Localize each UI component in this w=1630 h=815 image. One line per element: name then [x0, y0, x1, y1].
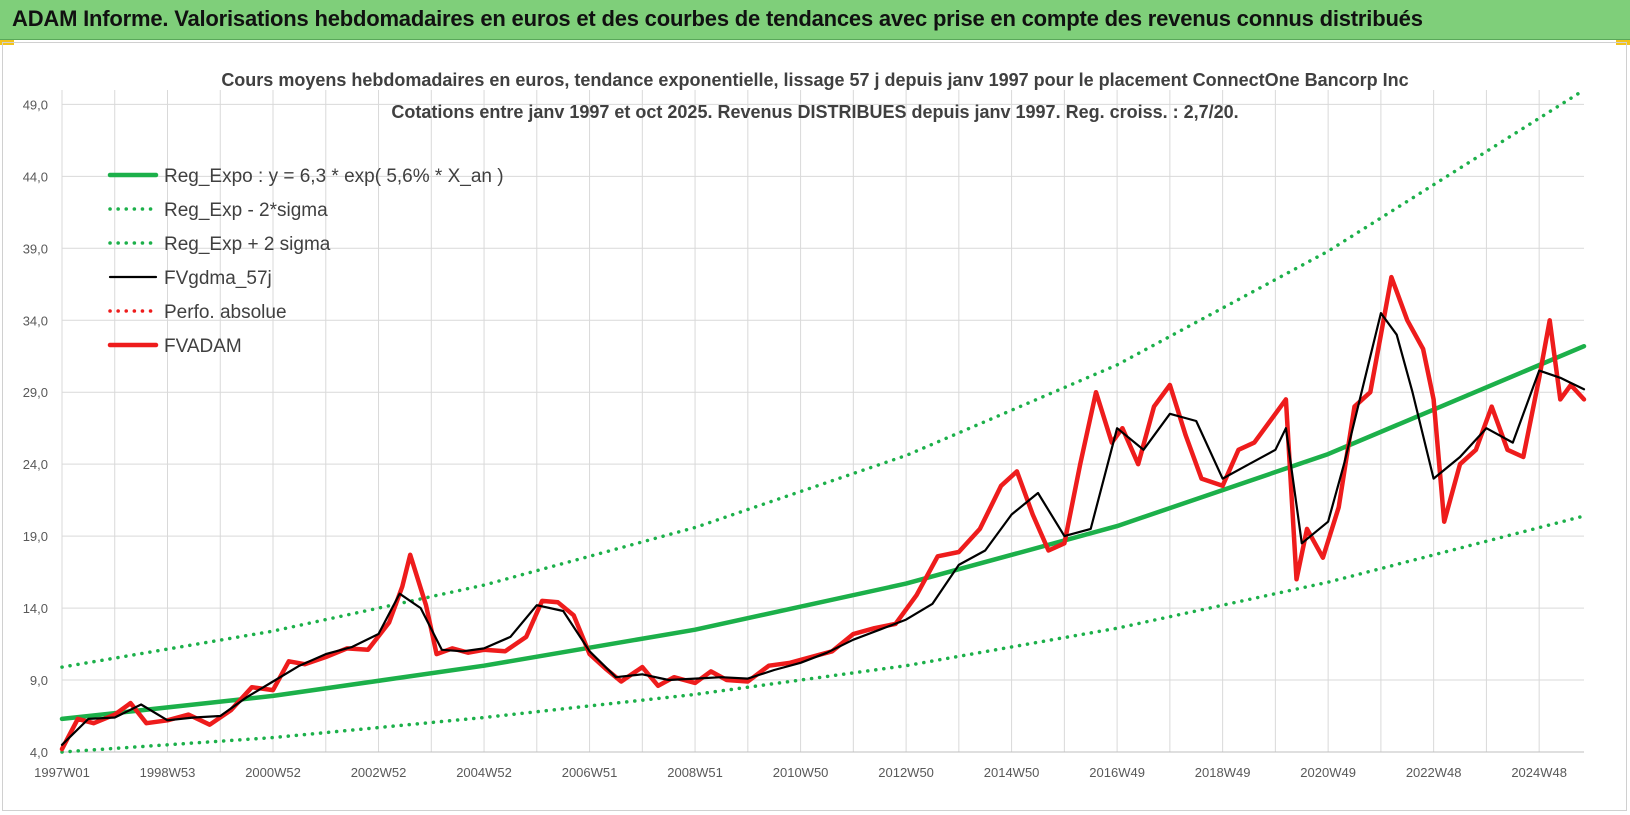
x-tick-label: 2024W48 — [1511, 765, 1567, 780]
y-tick-label: 49,0 — [23, 97, 48, 112]
x-tick-label: 2008W51 — [667, 765, 723, 780]
x-tick-label: 1997W01 — [34, 765, 90, 780]
y-tick-label: 34,0 — [23, 313, 48, 328]
x-tick-label: 2006W51 — [562, 765, 618, 780]
y-tick-label: 44,0 — [23, 169, 48, 184]
x-tick-label: 2016W49 — [1089, 765, 1145, 780]
series-line — [60, 312, 1586, 746]
x-tick-label: 2000W52 — [245, 765, 301, 780]
y-tick-label: 29,0 — [23, 385, 48, 400]
x-tick-label: 2014W50 — [984, 765, 1040, 780]
y-tick-label: 4,0 — [30, 745, 48, 760]
legend-label: FVADAM — [164, 336, 242, 357]
legend-label: FVgdma_57j — [164, 268, 272, 289]
legend-label: Perfo. absolue — [164, 302, 287, 323]
legend-label: Reg_Exp + 2 sigma — [164, 234, 331, 255]
x-tick-label: 1998W53 — [140, 765, 196, 780]
x-tick-label: 2004W52 — [456, 765, 512, 780]
legend-label: Reg_Expo : y = 6,3 * exp( 5,6% * X_an ) — [164, 166, 504, 187]
y-tick-label: 14,0 — [23, 601, 48, 616]
x-tick-label: 2020W49 — [1300, 765, 1356, 780]
x-tick-label: 2012W50 — [878, 765, 934, 780]
series-line — [60, 514, 1586, 754]
y-tick-label: 19,0 — [23, 529, 48, 544]
x-tick-label: 2002W52 — [351, 765, 407, 780]
chart-title-line: Cours moyens hebdomadaires en euros, ten… — [221, 70, 1408, 90]
series-line — [59, 274, 1587, 752]
report-banner-title: ADAM Informe. Valorisations hebdomadaire… — [12, 6, 1423, 31]
x-tick-label: 2018W49 — [1195, 765, 1251, 780]
legend-label: Reg_Exp - 2*sigma — [164, 200, 328, 221]
x-tick-label: 2010W50 — [773, 765, 829, 780]
y-tick-label: 24,0 — [23, 457, 48, 472]
series-line — [60, 88, 1586, 669]
y-tick-label: 39,0 — [23, 241, 48, 256]
x-tick-label: 2022W48 — [1406, 765, 1462, 780]
chart-frame — [2, 42, 1627, 811]
chart-title-line: Cotations entre janv 1997 et oct 2025. R… — [391, 102, 1238, 122]
y-tick-label: 9,0 — [30, 673, 48, 688]
report-banner: ADAM Informe. Valorisations hebdomadaire… — [0, 0, 1630, 40]
series-line — [59, 343, 1587, 722]
